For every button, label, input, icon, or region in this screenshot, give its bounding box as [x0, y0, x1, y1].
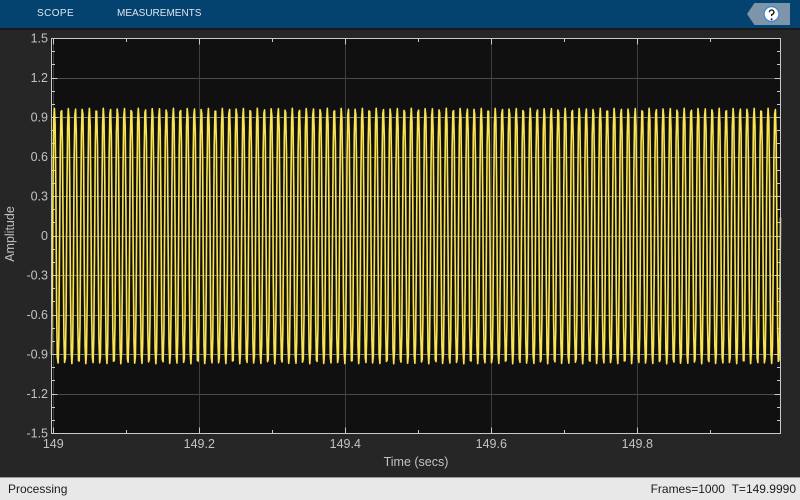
svg-text:0.6: 0.6	[31, 150, 48, 164]
svg-text:-0.6: -0.6	[26, 308, 48, 322]
svg-text:1.5: 1.5	[31, 31, 48, 45]
svg-text:149.8: 149.8	[622, 437, 653, 451]
svg-text:0.3: 0.3	[31, 189, 48, 203]
svg-text:149.6: 149.6	[476, 437, 507, 451]
svg-text:149: 149	[43, 437, 64, 451]
svg-text:-0.9: -0.9	[26, 347, 48, 361]
svg-text:-0.3: -0.3	[26, 268, 48, 282]
svg-text:-1.2: -1.2	[26, 387, 48, 401]
svg-text:Amplitude: Amplitude	[3, 206, 17, 262]
svg-text:1.2: 1.2	[31, 71, 48, 85]
svg-text:149.4: 149.4	[330, 437, 361, 451]
svg-text:0: 0	[41, 229, 48, 243]
svg-text:-1.5: -1.5	[26, 426, 48, 440]
svg-text:149.2: 149.2	[184, 437, 215, 451]
svg-text:0.9: 0.9	[31, 110, 48, 124]
svg-text:Time (secs): Time (secs)	[384, 455, 449, 469]
